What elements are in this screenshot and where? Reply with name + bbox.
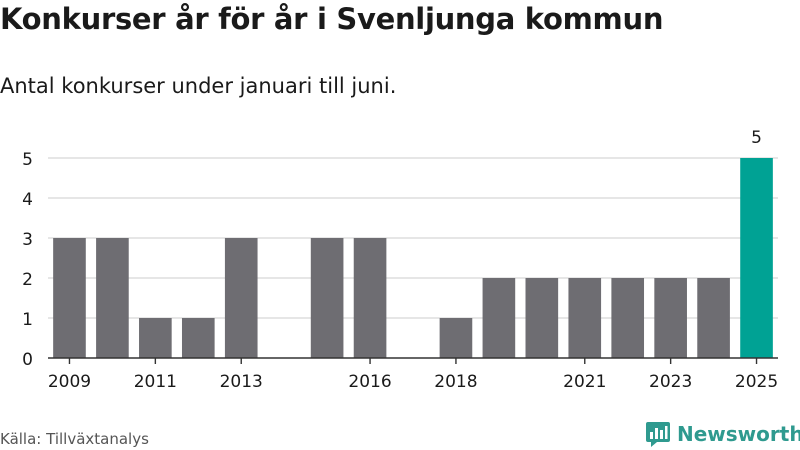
- bar-2013: [224, 238, 258, 358]
- bar-2009: [53, 238, 86, 358]
- y-tick-label: 5: [22, 150, 33, 170]
- bars: [53, 158, 773, 358]
- y-tick-label: 1: [22, 310, 33, 330]
- bar-chart-logo-icon: [645, 420, 671, 448]
- data-label-2025: 5: [751, 128, 762, 148]
- bar-2022: [611, 278, 645, 358]
- bar-2015: [310, 238, 344, 358]
- bar-2018: [439, 318, 473, 358]
- x-tick-label: 2025: [735, 372, 778, 392]
- x-tick-label: 2011: [134, 372, 177, 392]
- bar-2019: [482, 278, 516, 358]
- x-tick-label: 2013: [220, 372, 263, 392]
- x-tick-label: 2023: [649, 372, 692, 392]
- y-tick-label: 3: [22, 230, 33, 250]
- y-tick-label: 2: [22, 270, 33, 290]
- x-tick-label: 2021: [563, 372, 606, 392]
- y-tick-label: 4: [22, 190, 33, 210]
- labels: 0 1 2 3 4 5 5 2009 2011 2013 2016 2018 2021 2023 2025: [22, 128, 778, 392]
- bar-2016: [353, 238, 387, 358]
- x-tick-label: 2009: [48, 372, 91, 392]
- bar-2011: [139, 318, 172, 358]
- x-tick-label: 2018: [434, 372, 477, 392]
- brand-name: Newsworthy: [677, 422, 800, 446]
- bar-2025: [740, 158, 773, 358]
- bar-2024: [697, 278, 730, 358]
- chart-subtitle: Antal konkurser under januari till juni.: [0, 74, 397, 98]
- y-tick-label: 0: [22, 350, 33, 370]
- brand-logo: Newsworthy: [645, 420, 800, 448]
- chart-title: Konkurser år för år i Svenljunga kommun: [0, 2, 664, 36]
- bar-2012: [181, 318, 215, 358]
- x-axis: [48, 357, 778, 364]
- bar-2020: [525, 278, 559, 358]
- bar-2023: [654, 278, 687, 358]
- bar-2021: [568, 278, 602, 358]
- x-tick-label: 2016: [348, 372, 391, 392]
- bar-2010: [96, 238, 129, 358]
- source-note: Källa: Tillväxtanalys: [0, 430, 149, 448]
